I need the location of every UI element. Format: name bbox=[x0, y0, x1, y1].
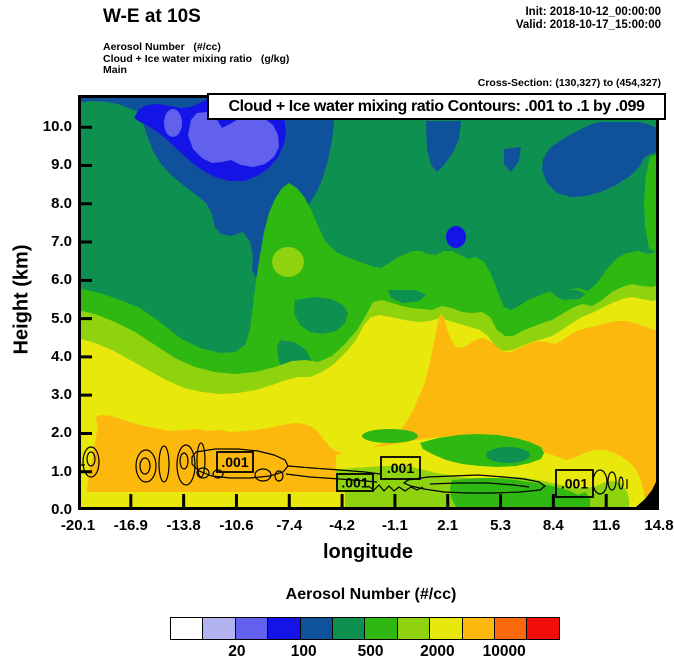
field-region bbox=[552, 290, 586, 300]
contour-label: .001 bbox=[221, 454, 248, 470]
colorbar-tick-label: 100 bbox=[290, 643, 317, 660]
field-region bbox=[426, 121, 461, 172]
x-tick-label: -4.2 bbox=[329, 517, 355, 534]
colorbar-cell bbox=[397, 617, 431, 640]
x-tick-label: 11.6 bbox=[591, 517, 621, 534]
field-region bbox=[78, 492, 345, 507]
colorbar-cell bbox=[170, 617, 204, 640]
colorbar-cell bbox=[235, 617, 269, 640]
field-region bbox=[388, 290, 426, 303]
x-tick-label: -20.1 bbox=[60, 517, 96, 534]
contour-label-box bbox=[555, 469, 594, 498]
colorbar-tick-label: 20 bbox=[228, 643, 246, 660]
field-region bbox=[542, 122, 659, 197]
y-tick-label: 10.0 bbox=[42, 118, 72, 136]
contour-label: .001 bbox=[561, 476, 588, 492]
plot-field-svg: .001 .001 .001 .001 bbox=[78, 95, 659, 510]
colorbar-title: Aerosol Number (#/cc) bbox=[285, 586, 457, 603]
colorbar-tick-label: 500 bbox=[357, 643, 384, 660]
field-region bbox=[504, 147, 521, 172]
x-tick-label: 8.4 bbox=[542, 517, 564, 534]
field-region bbox=[78, 416, 98, 507]
field-description: Aerosol Number (#/cc) Cloud + Ice water … bbox=[103, 41, 290, 76]
contour-title-text: Cloud + Ice water mixing ratio Contours:… bbox=[228, 97, 645, 115]
y-tick-label: 2.0 bbox=[51, 424, 72, 442]
y-tick-label: 7.0 bbox=[51, 233, 72, 251]
contour-label: .001 bbox=[341, 475, 368, 491]
colorbar-tick-label: 10000 bbox=[482, 643, 526, 660]
contour-title-box: Cloud + Ice water mixing ratio Contours:… bbox=[207, 93, 666, 120]
colorbar-cell bbox=[430, 617, 463, 640]
colorbar bbox=[170, 617, 560, 640]
field-region bbox=[294, 297, 348, 334]
field-region bbox=[78, 101, 152, 185]
colorbar-cell bbox=[300, 617, 334, 640]
colorbar-cell bbox=[333, 617, 366, 640]
x-tick-label: -10.6 bbox=[219, 517, 254, 534]
valid-timestamp: Valid: 2018-10-17_15:00:00 bbox=[515, 19, 661, 31]
cross-section-coords: Cross-Section: (130,327) to (454,327) bbox=[477, 77, 661, 89]
page-title: W-E at 10S bbox=[103, 6, 201, 27]
y-tick-label: 1.0 bbox=[51, 462, 72, 480]
x-tick-label: -16.9 bbox=[113, 517, 148, 534]
field-region bbox=[644, 154, 659, 253]
y-tick-label: 9.0 bbox=[51, 156, 72, 174]
colorbar-tick-label: 2000 bbox=[420, 643, 455, 660]
colorbar-cell bbox=[462, 617, 496, 640]
y-tick-label: 3.0 bbox=[51, 386, 72, 404]
x-tick-label: -13.8 bbox=[166, 517, 201, 534]
y-tick-label: 4.0 bbox=[51, 347, 72, 365]
colorbar-cell bbox=[268, 617, 301, 640]
colorbar-cell bbox=[527, 617, 560, 640]
y-axis-label: Height (km) bbox=[10, 244, 33, 355]
contour-label: .001 bbox=[387, 460, 414, 476]
colorbar-cell bbox=[203, 617, 236, 640]
colorbar-cell bbox=[365, 617, 398, 640]
colorbar-cell bbox=[495, 617, 528, 640]
contour-label-box bbox=[216, 451, 254, 473]
init-timestamp: Init: 2018-10-12_00:00:00 bbox=[525, 6, 661, 18]
x-tick-label: 2.1 bbox=[437, 517, 459, 534]
field-region bbox=[636, 475, 658, 507]
field-region bbox=[188, 112, 279, 167]
x-tick-label: -1.1 bbox=[381, 517, 408, 534]
contour-label-box bbox=[380, 456, 421, 480]
x-tick-label: 5.3 bbox=[490, 517, 511, 534]
y-tick-label: 6.0 bbox=[51, 271, 72, 289]
x-tick-label: 14.8 bbox=[644, 517, 674, 534]
plot-area: .001 .001 .001 .001 bbox=[78, 95, 659, 510]
y-tick-label: 5.0 bbox=[51, 309, 72, 327]
x-tick-label: -7.4 bbox=[276, 517, 303, 534]
y-tick-label: 0.0 bbox=[51, 501, 72, 518]
contour-label-box bbox=[336, 473, 374, 492]
x-axis-label: longitude bbox=[323, 541, 413, 563]
y-tick-label: 8.0 bbox=[51, 194, 72, 212]
